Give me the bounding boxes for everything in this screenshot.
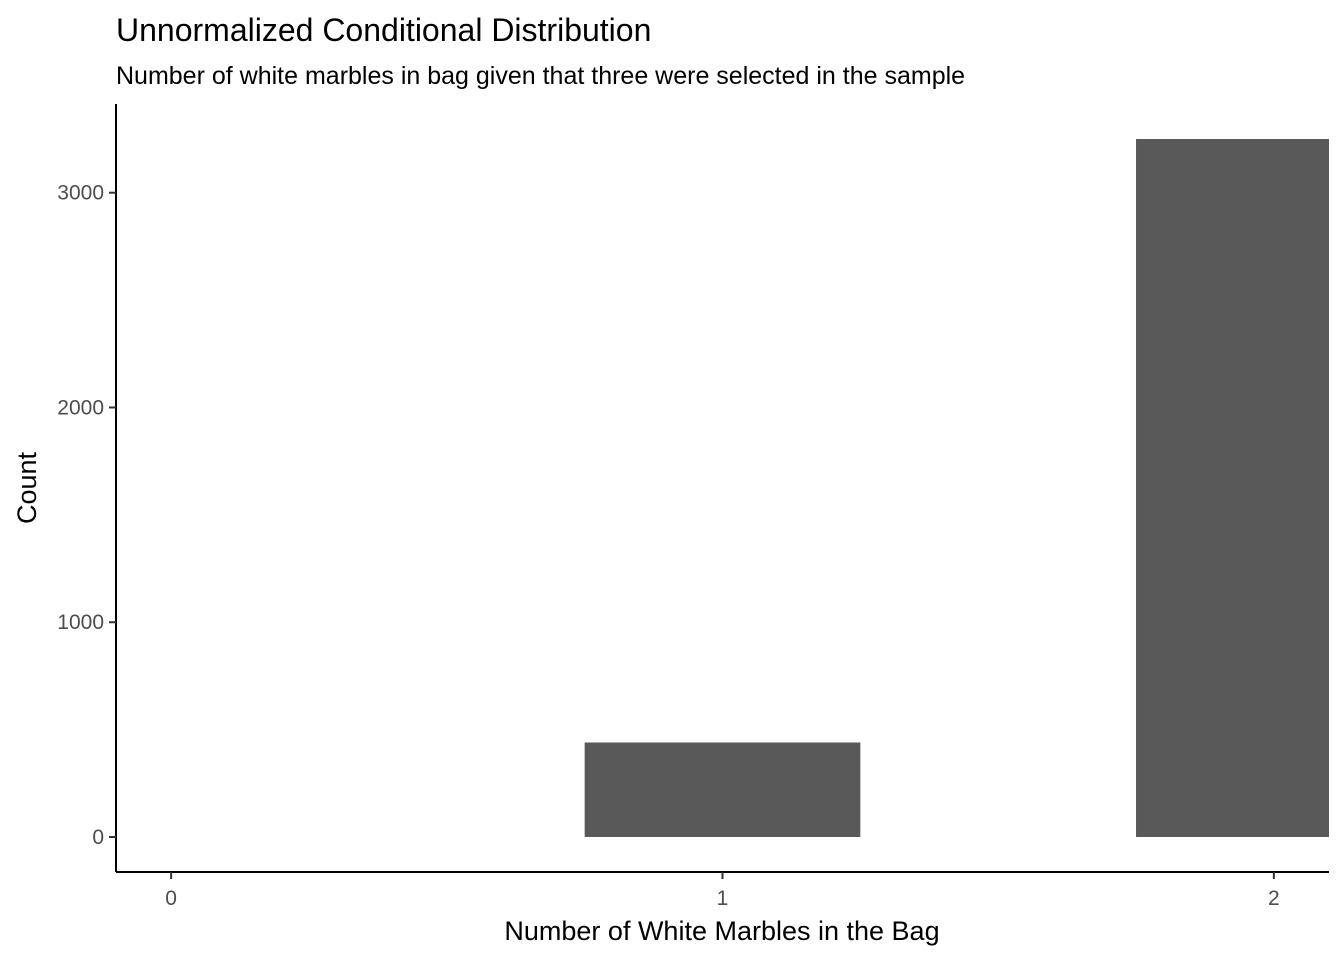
y-axis: 0 1000 2000 3000: [57, 104, 117, 872]
y-tick-label-0: 0: [92, 826, 104, 849]
x-tick-label-2: 2: [1268, 887, 1280, 910]
x-axis-title: Number of White Marbles in the Bag: [504, 916, 939, 946]
y-tick-label-2000: 2000: [57, 396, 104, 419]
bar-2: [1136, 139, 1329, 837]
x-axis: 0 1 2: [116, 871, 1329, 910]
x-tick-label-0: 0: [165, 887, 177, 910]
bar-1: [584, 742, 861, 837]
chart-title: Unnormalized Conditional Distribution: [116, 12, 651, 48]
bars-group: [584, 139, 1329, 837]
y-tick-label-1000: 1000: [57, 611, 104, 634]
y-axis-title: Count: [12, 451, 42, 524]
y-tick-label-3000: 3000: [57, 182, 104, 205]
x-tick-label-1: 1: [717, 887, 729, 910]
chart-subtitle: Number of white marbles in bag given tha…: [116, 62, 965, 90]
